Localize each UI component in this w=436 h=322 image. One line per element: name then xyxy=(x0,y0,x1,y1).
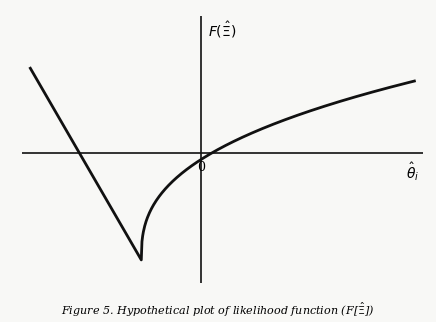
Text: Figure 5. Hypothetical plot of likelihood function (F[$\hat{\Xi}$]): Figure 5. Hypothetical plot of likelihoo… xyxy=(61,300,375,319)
Text: $\hat{\theta}_i$: $\hat{\theta}_i$ xyxy=(406,161,419,184)
Text: 0: 0 xyxy=(197,161,205,174)
Text: $F(\hat{\Xi})$: $F(\hat{\Xi})$ xyxy=(208,20,236,40)
